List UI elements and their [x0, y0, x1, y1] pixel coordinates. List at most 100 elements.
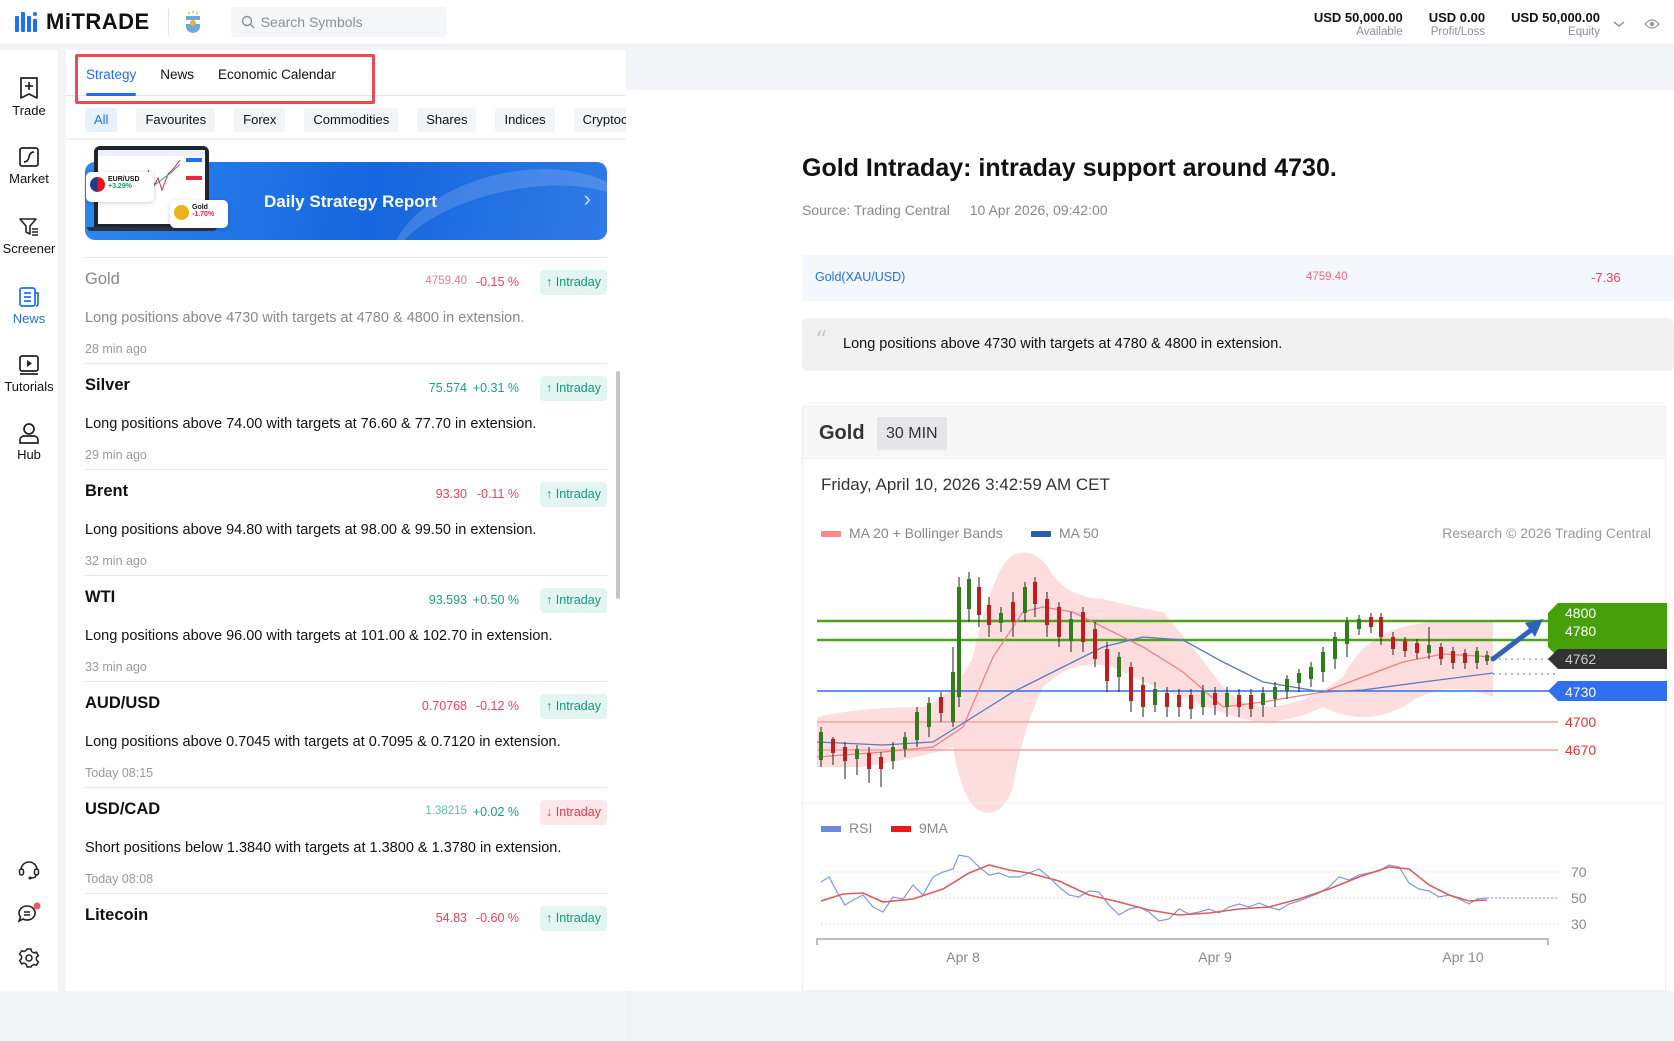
intraday-badge: ↑ Intraday — [540, 588, 607, 613]
sidebar-item-label: News — [12, 311, 46, 326]
symbol-price: 54.83 — [435, 911, 467, 925]
instrument-change: -7.36 — [1591, 270, 1621, 285]
instrument-quote-row[interactable]: Gold(XAU/USD) 4759.40 -7.36 — [802, 255, 1674, 301]
list-item[interactable]: USD/CAD 1.38215 +0.02 % ↓ Intraday Short… — [85, 787, 607, 893]
timestamp: 32 min ago — [85, 554, 147, 568]
svg-text:4800: 4800 — [1565, 605, 1596, 621]
scrollbar[interactable] — [616, 371, 620, 599]
available-value: USD 50,000.00 — [1313, 9, 1403, 25]
available-balance: USD 50,000.00 Available — [1314, 10, 1403, 38]
list-item[interactable]: AUD/USD 0.70768 -0.12 % ↑ Intraday Long … — [85, 681, 607, 787]
account-summary: USD 50,000.00 Available USD 0.00 Profit/… — [1314, 0, 1674, 47]
symbol-change: +0.31 % — [472, 381, 519, 395]
timestamp: 33 min ago — [85, 660, 147, 674]
filter-forex[interactable]: Forex — [234, 108, 286, 132]
eye-icon[interactable] — [1644, 18, 1660, 30]
svg-text:4700: 4700 — [1565, 714, 1596, 730]
strategy-text: Long positions above 0.7045 with targets… — [85, 734, 561, 750]
intraday-badge: ↑ Intraday — [540, 482, 607, 507]
sidebar-item-news[interactable]: News — [0, 286, 58, 326]
article-source: Source: Trading Central — [802, 202, 950, 218]
tab-strategy[interactable]: Strategy — [76, 67, 146, 96]
arrow-down-icon: ↓ — [546, 805, 553, 819]
filter-indices[interactable]: Indices — [495, 108, 555, 132]
quote-mark-icon: “ — [815, 326, 828, 354]
timestamp: 29 min ago — [85, 448, 147, 462]
market-icon — [19, 147, 39, 167]
tab-news[interactable]: News — [160, 67, 195, 82]
sidebar-item-market[interactable]: Market — [0, 146, 58, 186]
chat-icon — [17, 902, 41, 923]
arrow-up-icon: ↑ — [546, 699, 553, 713]
logo[interactable]: MiTRADE — [14, 0, 150, 46]
brand-name: MiTRADE — [46, 9, 150, 34]
chart-timeframe: 30 MIN — [877, 417, 947, 450]
search-input[interactable]: Search Symbols — [230, 7, 447, 37]
symbol-price: 0.70768 — [421, 699, 467, 713]
arrow-up-icon: ↑ — [546, 275, 553, 289]
strategy-text: Long positions above 74.00 with targets … — [85, 416, 537, 432]
sidebar-item-label: Trade — [12, 103, 46, 118]
symbol-change: -0.12 % — [475, 699, 519, 713]
symbol-price: 4759.40 — [425, 275, 467, 287]
symbol-price: 93.30 — [435, 487, 467, 501]
symbol-price: 75.574 — [428, 381, 467, 395]
legend-rsi: RSI — [849, 820, 872, 836]
settings-button[interactable] — [0, 947, 58, 974]
strategy-text: Long positions above 96.00 with targets … — [85, 628, 553, 644]
timestamp: Today 08:15 — [85, 766, 154, 780]
mitrade-logo-icon — [15, 12, 37, 32]
svg-text:4670: 4670 — [1565, 742, 1596, 758]
list-item[interactable]: Gold 4759.40 -0.15 % ↑ Intraday Long pos… — [85, 257, 607, 363]
search-icon — [241, 15, 255, 29]
arrow-up-icon: ↑ — [546, 593, 553, 607]
list-item[interactable]: Brent 93.30 -0.11 % ↑ Intraday Long posi… — [85, 469, 607, 575]
arrow-up-icon: ↑ — [546, 487, 553, 501]
equity-label: Equity — [1568, 25, 1600, 38]
svg-text:30: 30 — [1571, 916, 1587, 932]
article-datetime: 10 Apr 2026, 09:42:00 — [969, 202, 1108, 218]
tutorials-icon — [19, 355, 39, 375]
sidebar-item-screener[interactable]: Screener — [0, 216, 58, 256]
symbol-name: WTI — [85, 588, 116, 606]
chat-button[interactable] — [0, 902, 58, 931]
legend-ma50: MA 50 — [1031, 525, 1099, 541]
svg-text:4762: 4762 — [1565, 651, 1596, 667]
sidebar-item-hub[interactable]: Hub — [0, 422, 58, 462]
list-item[interactable]: Silver 75.574 +0.31 % ↑ Intraday Long po… — [85, 363, 607, 469]
intraday-badge: ↑ Intraday — [540, 694, 607, 719]
timestamp: 28 min ago — [85, 342, 147, 356]
chart-timestamp: Friday, April 10, 2026 3:42:59 AM CET — [821, 475, 1110, 494]
chevron-down-icon[interactable] — [1612, 19, 1626, 29]
sidebar-item-trade[interactable]: Trade — [0, 76, 58, 118]
symbol-name: USD/CAD — [85, 800, 161, 818]
symbol-name: Gold — [85, 270, 120, 288]
support-button[interactable] — [0, 858, 58, 885]
arrow-up-icon: ↑ — [546, 381, 553, 395]
symbol-change: -0.15 % — [475, 275, 519, 289]
profit-loss: USD 0.00 Profit/Loss — [1429, 10, 1485, 38]
pnl-label: Profit/Loss — [1430, 25, 1486, 38]
symbol-name: AUD/USD — [85, 694, 161, 712]
filter-commodities[interactable]: Commodities — [304, 108, 399, 132]
list-item[interactable]: WTI 93.593 +0.50 % ↑ Intraday Long posit… — [85, 575, 607, 681]
symbol-change: -0.11 % — [476, 487, 519, 501]
instrument-name[interactable]: Gold(XAU/USD) — [815, 270, 906, 284]
svg-text:Apr 10: Apr 10 — [1442, 949, 1483, 965]
sidebar-item-tutorials[interactable]: Tutorials — [0, 354, 58, 394]
news-icon — [19, 287, 39, 307]
svg-text:4730: 4730 — [1565, 684, 1596, 700]
filter-all[interactable]: All — [85, 108, 118, 132]
list-item[interactable]: Litecoin 54.83 -0.60 % ↑ Intraday — [85, 893, 607, 999]
symbol-name: Litecoin — [85, 906, 149, 924]
tab-economic-calendar[interactable]: Economic Calendar — [218, 67, 336, 82]
filter-favourites[interactable]: Favourites — [136, 108, 216, 132]
legend-9ma: 9MA — [919, 820, 948, 836]
summary-text: Long positions above 4730 with targets a… — [843, 336, 1283, 352]
filter-shares[interactable]: Shares — [417, 108, 477, 132]
category-filters: All Favourites Forex Commodities Shares … — [85, 108, 709, 132]
sidebar: Trade Market Screener News Tutorials Hub — [0, 50, 58, 991]
pnl-value: USD 0.00 — [1428, 9, 1486, 25]
candlestick-chart: 4800 4780 4762 4730 4700 4670 RSI 9MA — [803, 552, 1667, 965]
article-meta: Source: Trading Central 10 Apr 2026, 09:… — [802, 202, 1124, 218]
